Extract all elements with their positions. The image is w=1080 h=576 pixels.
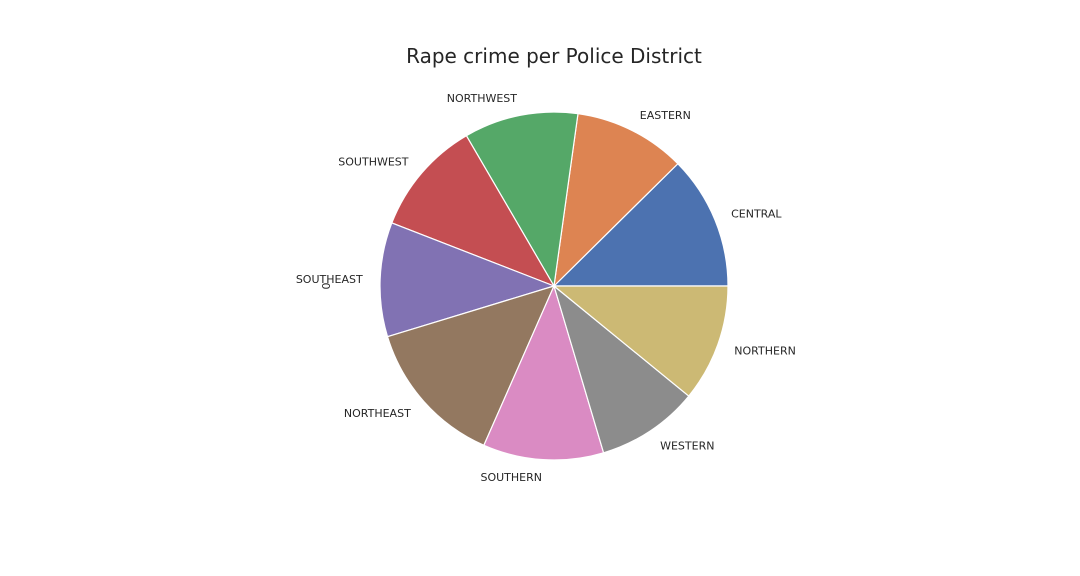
- pie-slice-southern: [483, 284, 605, 461]
- chart-title: Rape crime per Police District: [406, 44, 702, 68]
- y-axis-label: 0: [320, 283, 333, 290]
- slice-label-western: WESTERN: [660, 439, 714, 452]
- pie-slice-eastern: [553, 112, 679, 288]
- pie-slice-southwest: [391, 134, 556, 288]
- pie-slice-northeast: [386, 285, 556, 447]
- slice-label-eastern: EASTERN: [640, 109, 691, 122]
- slice-label-southwest: SOUTHWEST: [338, 156, 408, 169]
- pie-slice-northwest: [465, 111, 579, 288]
- slice-label-central: CENTRAL: [731, 207, 782, 220]
- slice-label-northern: NORTHERN: [734, 344, 796, 357]
- slice-label-northwest: NORTHWEST: [447, 92, 518, 105]
- pie-slices: [379, 111, 729, 461]
- pie-slice-southeast: [379, 222, 556, 338]
- slice-label-southeast: SOUTHEAST: [296, 273, 363, 286]
- slice-label-southern: SOUTHERN: [480, 471, 542, 484]
- pie-slice-northern: [552, 285, 729, 397]
- pie-labels: CENTRAL EASTERN NORTHWEST SOUTHWEST SOUTHEAS…: [296, 92, 796, 484]
- pie-slice-central: [552, 162, 729, 287]
- pie-slice-western: [552, 284, 690, 454]
- slice-label-northeast: NORTHEAST: [344, 407, 411, 420]
